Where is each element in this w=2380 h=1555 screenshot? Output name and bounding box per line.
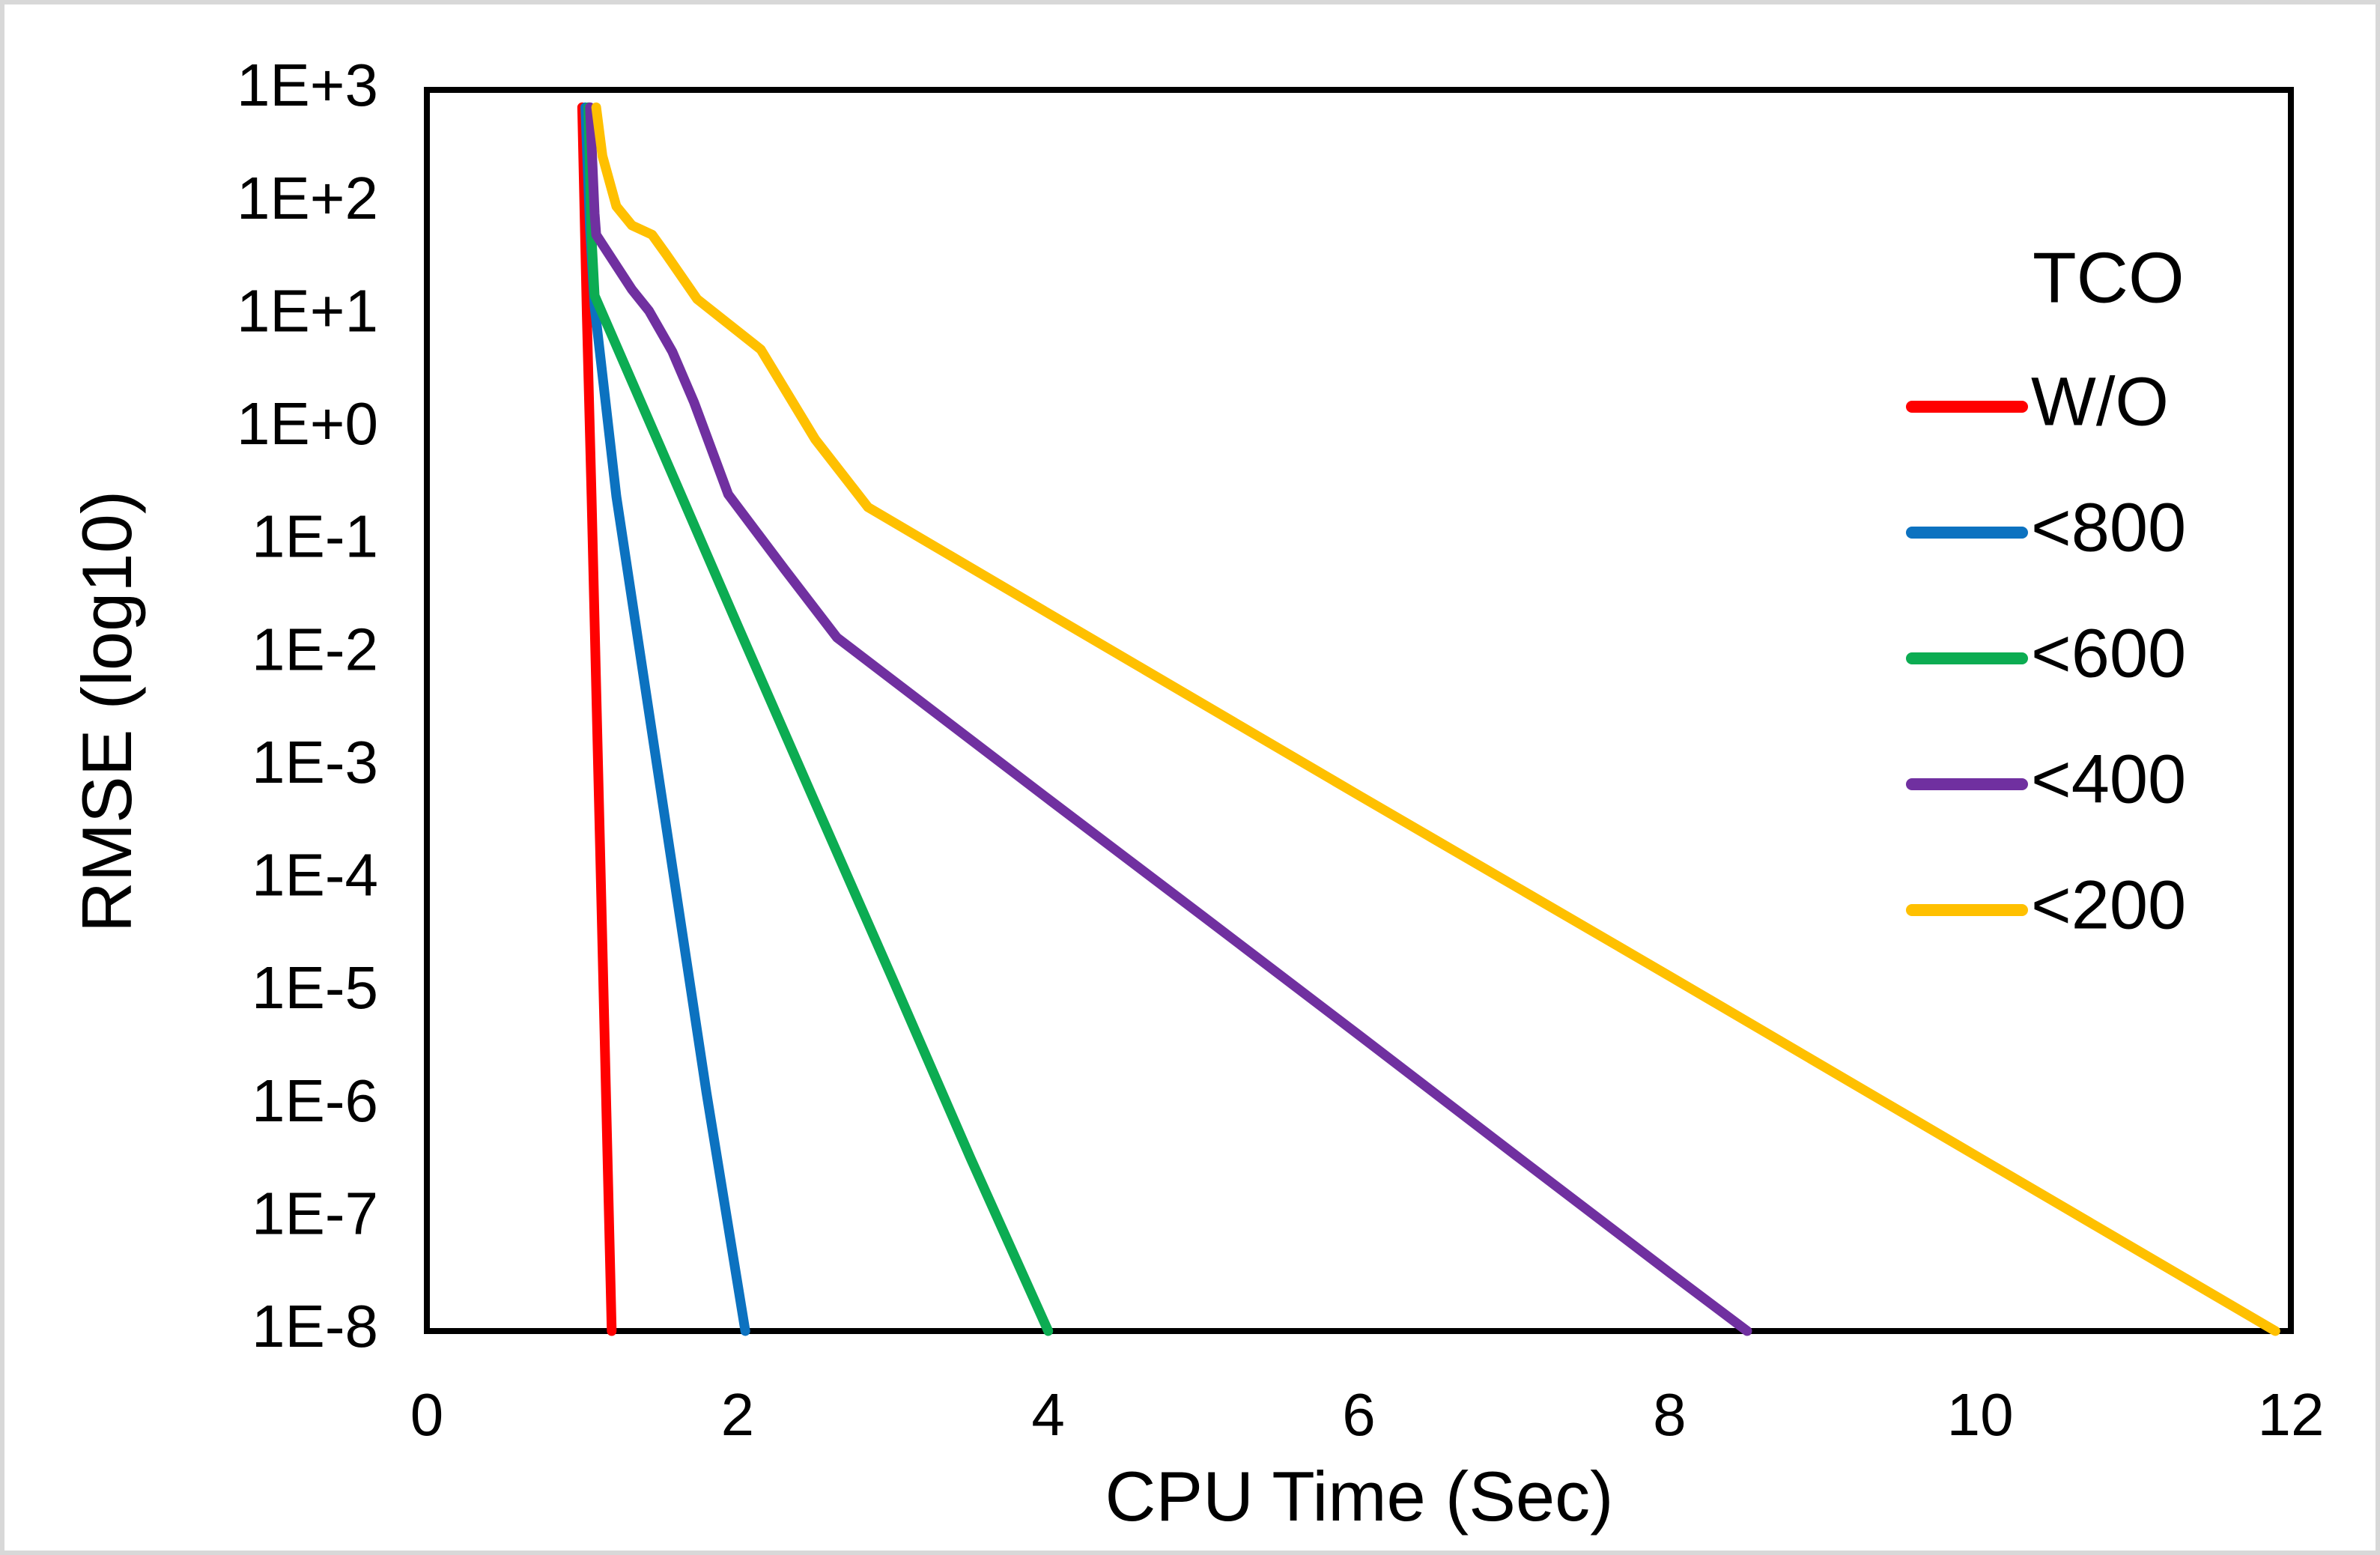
- x-tick-label: 12: [2258, 1381, 2325, 1448]
- y-tick-label: 1E-2: [252, 616, 378, 682]
- y-tick-label: 1E-6: [252, 1067, 378, 1134]
- rmse-vs-cputime-chart: 1E+3 1E+2 1E+1 1E+0 1E-1 1E-2 1E-3 1E-4 1E-5 1E-6…: [67, 52, 2325, 1536]
- series-line-400: [585, 102, 1752, 1336]
- legend-label-wo: W/O: [2031, 363, 2169, 440]
- y-tick-label: 1E-8: [252, 1293, 378, 1360]
- y-tick-label: 1E+1: [237, 277, 378, 344]
- series-line-600: [583, 102, 1054, 1336]
- legend-title: TCO: [2033, 237, 2185, 318]
- x-tick-label: 10: [1947, 1381, 2014, 1448]
- data-series-lines: [577, 102, 2280, 1336]
- legend-label-600: <600: [2031, 615, 2186, 691]
- series-line-200: [591, 102, 2280, 1336]
- y-axis-title: RMSE (log10): [67, 491, 146, 933]
- y-tick-label: 1E-3: [252, 729, 378, 795]
- x-tick-label: 8: [1653, 1381, 1687, 1448]
- y-tick-label: 1E-5: [252, 954, 378, 1021]
- y-tick-label: 1E+0: [237, 390, 378, 457]
- y-axis-tick-labels: 1E+3 1E+2 1E+1 1E+0 1E-1 1E-2 1E-3 1E-4 1E-5 1E-6…: [237, 52, 378, 1360]
- y-tick-label: 1E-1: [252, 503, 378, 570]
- y-tick-label: 1E+2: [237, 165, 378, 231]
- x-tick-label: 6: [1342, 1381, 1376, 1448]
- legend-label-200: <200: [2031, 867, 2186, 943]
- y-tick-label: 1E-4: [252, 842, 378, 909]
- legend-label-400: <400: [2031, 741, 2186, 817]
- x-axis-tick-labels: 0 2 4 6 8 10 12: [410, 1381, 2325, 1448]
- x-tick-label: 0: [410, 1381, 444, 1448]
- plot-area-border: [424, 87, 2294, 1334]
- x-tick-label: 2: [721, 1381, 755, 1448]
- legend: W/O <800 <600 <400 <200: [1906, 363, 2186, 943]
- series-line-wo: [577, 102, 617, 1336]
- x-tick-label: 4: [1031, 1381, 1065, 1448]
- y-tick-label: 1E+3: [237, 52, 378, 118]
- x-axis-title: CPU Time (Sec): [1105, 1457, 1614, 1536]
- legend-label-800: <800: [2031, 489, 2186, 566]
- y-tick-label: 1E-7: [252, 1180, 378, 1246]
